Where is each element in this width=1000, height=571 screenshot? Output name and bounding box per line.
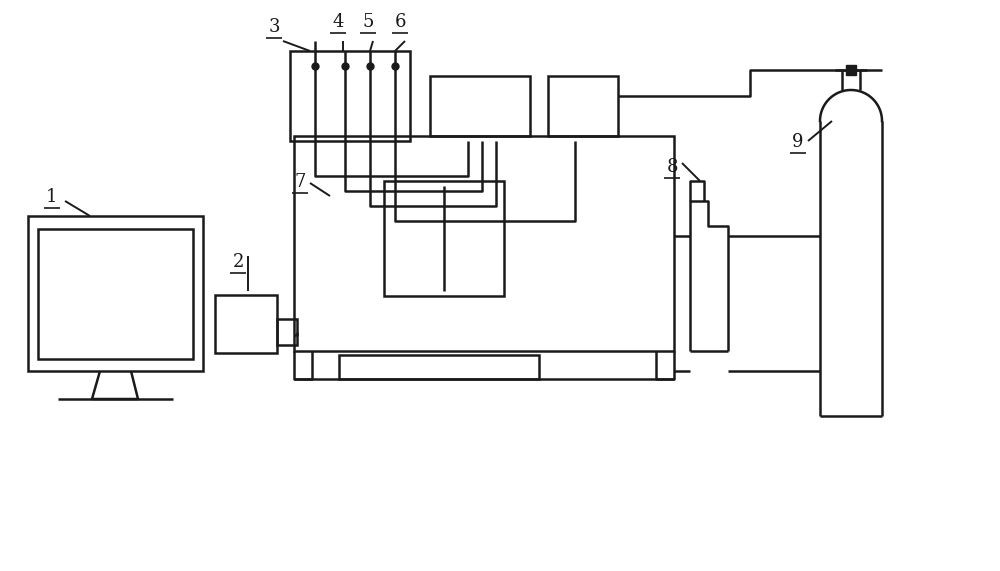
Bar — [548, 76, 618, 136]
Bar — [294, 136, 674, 351]
Bar — [430, 76, 530, 136]
Text: 4: 4 — [332, 13, 344, 31]
Text: 9: 9 — [792, 133, 804, 151]
Text: 2: 2 — [232, 253, 244, 271]
Text: 5: 5 — [362, 13, 374, 31]
Bar — [215, 295, 277, 353]
Text: 6: 6 — [394, 13, 406, 31]
Text: 7: 7 — [294, 173, 306, 191]
Bar — [339, 355, 539, 379]
Text: 8: 8 — [666, 158, 678, 176]
Bar — [38, 229, 193, 359]
Text: 3: 3 — [268, 18, 280, 36]
Text: 1: 1 — [46, 188, 58, 206]
Bar — [290, 51, 410, 141]
Bar — [277, 319, 297, 345]
Bar — [384, 181, 504, 296]
Bar — [28, 216, 203, 371]
